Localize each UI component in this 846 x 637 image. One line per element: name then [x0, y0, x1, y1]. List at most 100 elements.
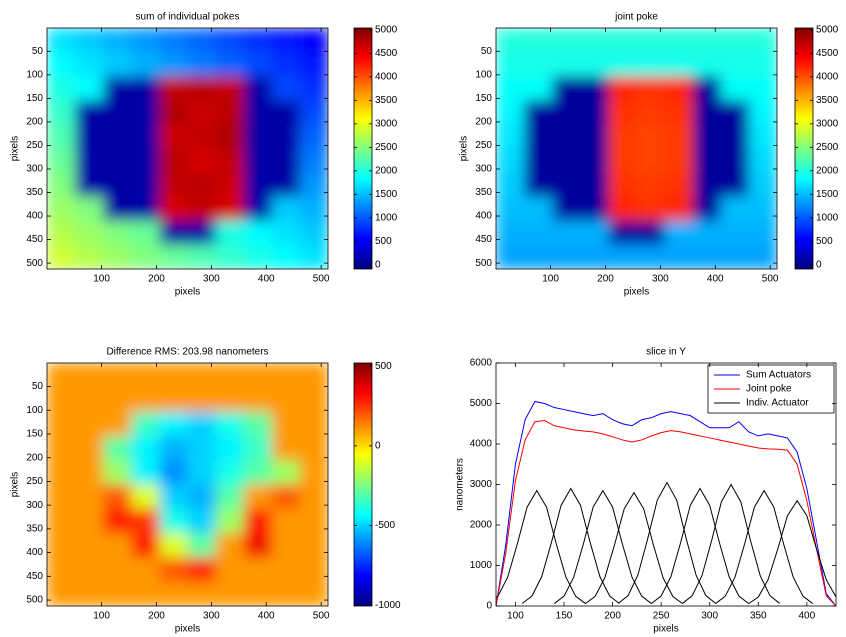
axes-box	[46, 27, 329, 270]
image-cell	[748, 100, 777, 125]
image-cell	[271, 100, 301, 125]
image-cell	[692, 124, 722, 149]
image-cell	[271, 28, 301, 53]
image-cell	[243, 148, 273, 174]
image-cell	[271, 533, 301, 558]
image-cell	[720, 244, 750, 269]
image-cell	[552, 124, 581, 149]
x-axis-label: pixels	[624, 287, 650, 298]
image-cell	[47, 172, 76, 198]
colorbar-tick-label: 2500	[816, 142, 839, 153]
image-cell	[608, 196, 637, 222]
image-cell	[75, 557, 104, 583]
image-cell	[664, 148, 694, 174]
image-cell	[47, 244, 76, 269]
colorbar-tick-label: 4000	[816, 71, 839, 82]
image-cell	[103, 508, 132, 534]
image-cell	[131, 196, 160, 222]
image-cell	[552, 148, 581, 174]
image-cell	[692, 76, 722, 101]
image-cell	[159, 148, 188, 174]
image-cell	[131, 100, 160, 125]
image-cell	[159, 460, 188, 485]
image-cell	[608, 76, 637, 101]
image-cell	[720, 172, 750, 198]
image-cell	[187, 172, 217, 198]
image-cell	[215, 387, 245, 413]
image-cell	[103, 581, 132, 606]
image-cell	[103, 244, 132, 269]
image-cell	[131, 533, 160, 558]
image-cell	[299, 220, 328, 246]
image-cell	[75, 484, 104, 510]
axes-box	[46, 362, 329, 607]
image-cell	[215, 557, 245, 583]
y-tick-label: 450	[26, 234, 43, 245]
y-tick-label: 300	[475, 164, 492, 175]
image-cell	[552, 76, 581, 101]
image-cell	[159, 28, 188, 53]
y-tick-label: 350	[475, 187, 492, 198]
image-cell	[299, 533, 328, 558]
x-tick-label: 500	[762, 274, 779, 285]
chart-title: slice in Y	[646, 347, 686, 358]
colorbar	[794, 27, 814, 270]
colorbar-tick-label: 2000	[375, 165, 398, 176]
image-cell	[720, 124, 750, 149]
y-tick-label: 0	[486, 601, 492, 612]
image-cell	[215, 148, 245, 174]
image-cell	[524, 100, 553, 125]
image-cell	[103, 148, 132, 174]
image-cell	[636, 196, 666, 222]
image-cell	[103, 533, 132, 558]
image	[47, 28, 328, 269]
image-cell	[636, 52, 666, 77]
image-cell	[187, 460, 217, 485]
image-cell	[187, 52, 217, 77]
image	[496, 28, 777, 269]
image-cell	[720, 76, 750, 101]
image-cell	[47, 28, 76, 53]
image-cell	[271, 484, 301, 510]
image-cell	[243, 581, 273, 606]
image-cell	[47, 220, 76, 246]
image-cell	[75, 76, 104, 101]
colorbar-tick-label: -500	[375, 520, 395, 531]
image-cell	[580, 124, 609, 149]
image-cell	[748, 220, 777, 246]
image-cell	[47, 100, 76, 125]
y-tick-label: 200	[26, 452, 43, 463]
image-cell	[131, 148, 160, 174]
image-cell	[131, 52, 160, 77]
y-tick-label: 2000	[470, 520, 493, 531]
y-tick-label: 300	[26, 500, 43, 511]
image-cell	[131, 28, 160, 53]
x-tick-label: 100	[542, 274, 559, 285]
image-cell	[496, 244, 525, 269]
x-tick-label: 300	[203, 274, 220, 285]
image-cell	[299, 244, 328, 269]
image-cell	[664, 196, 694, 222]
image-cell	[159, 533, 188, 558]
y-tick-label: 200	[475, 117, 492, 128]
image-cell	[496, 124, 525, 149]
image-cell	[271, 557, 301, 583]
image-cell	[159, 557, 188, 583]
image-cell	[524, 52, 553, 77]
image-cell	[187, 533, 217, 558]
axes-box	[495, 27, 778, 270]
image-cell	[271, 387, 301, 413]
image-cell	[47, 124, 76, 149]
x-tick-label: 400	[258, 274, 275, 285]
image-cell	[243, 533, 273, 558]
image-cell	[215, 76, 245, 101]
x-axis-label: pixels	[175, 624, 201, 635]
image-cell	[159, 363, 188, 388]
image-cell	[524, 196, 553, 222]
image-cell	[720, 148, 750, 174]
image-cell	[692, 28, 722, 53]
image-cell	[131, 220, 160, 246]
image-clip	[496, 28, 777, 269]
image-cell	[131, 557, 160, 583]
image-cell	[159, 100, 188, 125]
